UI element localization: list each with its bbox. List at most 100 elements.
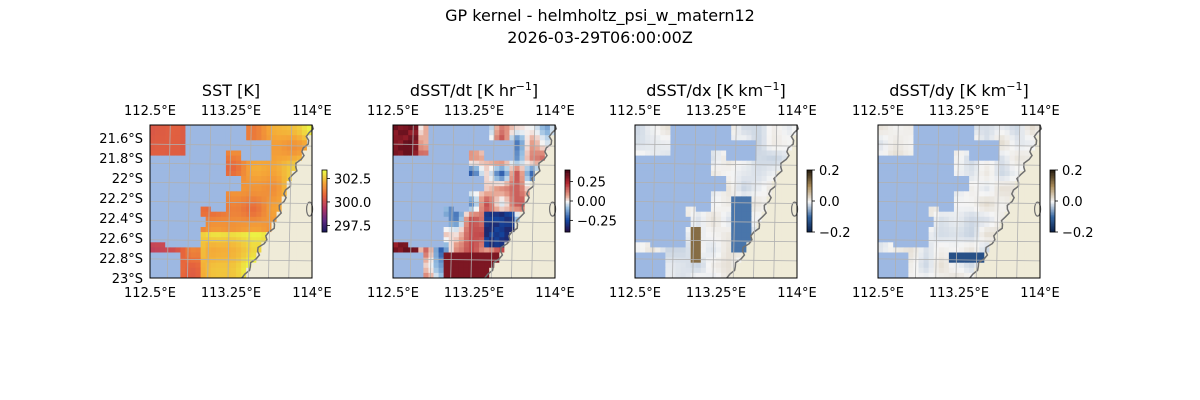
heatmap-cell: [776, 155, 783, 162]
colorbar-step: [565, 191, 570, 194]
heatmap-cell: [175, 257, 181, 264]
heatmap-cell: [225, 201, 232, 207]
heatmap-cell: [291, 206, 298, 213]
heatmap-cell: [756, 196, 762, 202]
heatmap-cell: [215, 262, 222, 269]
heatmap-cell: [726, 242, 732, 248]
heatmap-cell: [185, 170, 191, 177]
heatmap-cell: [710, 206, 717, 213]
heatmap-cell: [231, 135, 237, 141]
heatmap-cell: [948, 181, 955, 187]
heatmap-cell: [225, 145, 232, 151]
heatmap-cell: [979, 267, 985, 274]
heatmap-cell: [635, 196, 641, 202]
heatmap-cell: [675, 221, 681, 228]
heatmap-cell: [549, 135, 556, 141]
heatmap-cell: [549, 227, 556, 233]
heatmap-cell: [215, 247, 222, 253]
heatmap-cell: [398, 191, 404, 197]
heatmap-cell: [241, 221, 247, 228]
heatmap-cell: [458, 196, 465, 202]
heatmap-cell: [766, 176, 773, 182]
heatmap-cell: [974, 186, 980, 192]
heatmap-cell: [205, 262, 212, 269]
heatmap-cell: [210, 221, 217, 228]
heatmap-cell: [433, 165, 439, 172]
heatmap-cell: [484, 191, 490, 197]
heatmap-cell: [776, 242, 783, 248]
heatmap-cell: [241, 150, 247, 156]
heatmap-cell: [474, 211, 480, 218]
heatmap-cell: [443, 160, 450, 167]
heatmap-cell: [660, 206, 666, 213]
heatmap-cell: [215, 211, 222, 218]
heatmap-cell: [675, 140, 681, 146]
heatmap-cell: [969, 165, 975, 172]
heatmap-cell: [489, 201, 495, 207]
heatmap-cell: [175, 191, 181, 197]
colorbar-step: [565, 188, 570, 191]
heatmap-cell: [413, 242, 419, 248]
lat-tick-label: 22.8°S: [99, 252, 143, 267]
heatmap-cell: [781, 186, 788, 192]
heatmap-cell: [898, 145, 904, 151]
heatmap-cell: [403, 247, 409, 253]
heatmap-cell: [771, 216, 778, 223]
heatmap-cell: [251, 191, 257, 197]
heatmap-cell: [418, 176, 424, 182]
heatmap-cell: [933, 262, 940, 269]
heatmap-cell: [710, 201, 717, 207]
heatmap-cell: [190, 242, 196, 248]
heatmap-cell: [1029, 135, 1036, 141]
heatmap-cell: [716, 191, 722, 197]
heatmap-cell: [231, 242, 237, 248]
heatmap-cell: [418, 211, 424, 218]
heatmap-cell: [655, 181, 661, 187]
colorbar-step: [565, 207, 570, 210]
heatmap-cell: [529, 150, 536, 156]
heatmap-cell: [205, 216, 212, 223]
heatmap-cell: [736, 227, 742, 233]
heatmap-cell: [160, 176, 166, 182]
heatmap-cell: [549, 196, 556, 202]
heatmap-cell: [1024, 221, 1031, 228]
heatmap-cell: [705, 186, 712, 192]
heatmap-cell: [786, 130, 793, 136]
heatmap-cell: [898, 165, 904, 172]
heatmap-cell: [670, 130, 676, 136]
heatmap-cell: [1034, 232, 1041, 238]
heatmap-cell: [650, 196, 656, 202]
heatmap-cell: [291, 145, 298, 151]
heatmap-cell: [393, 247, 399, 253]
heatmap-cell: [231, 165, 237, 172]
heatmap-cell: [220, 186, 227, 192]
lon-tick-label-top: 112.5°E: [124, 104, 176, 119]
heatmap-cell: [210, 242, 217, 248]
heatmap-cell: [974, 176, 980, 182]
heatmap-cell: [771, 191, 778, 197]
heatmap-cell: [721, 242, 727, 248]
heatmap-cell: [665, 125, 671, 131]
heatmap-cell: [509, 150, 515, 156]
heatmap-cell: [888, 242, 894, 248]
heatmap-cell: [635, 221, 641, 228]
heatmap-cell: [271, 150, 277, 156]
heatmap-cell: [241, 191, 247, 197]
heatmap-cell: [190, 150, 196, 156]
heatmap-cell: [499, 206, 505, 213]
heatmap-cell: [291, 155, 298, 162]
heatmap-cell: [1034, 272, 1041, 279]
colorbar-step: [807, 197, 812, 200]
colorbar-step: [322, 228, 327, 231]
heatmap-cell: [959, 176, 965, 182]
heatmap-cell: [403, 267, 409, 274]
heatmap-cell: [751, 145, 757, 151]
heatmap-cell: [301, 257, 308, 264]
heatmap-cell: [908, 125, 914, 131]
gridline-lon: [430, 124, 434, 279]
heatmap-cell: [716, 206, 722, 213]
heatmap-cell: [484, 252, 490, 258]
heatmap-cell: [544, 272, 551, 279]
heatmap-cell: [438, 176, 445, 182]
heatmap-cell: [463, 201, 470, 207]
